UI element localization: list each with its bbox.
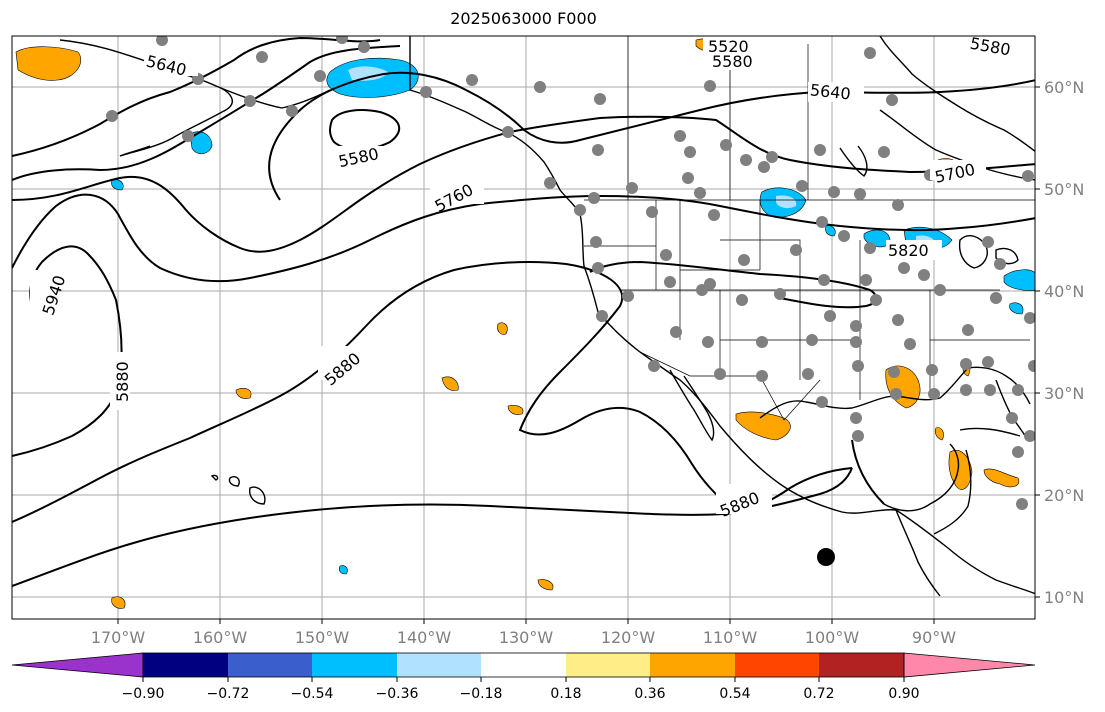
colorbar-segment <box>566 653 650 677</box>
colorbar-tick-label: 0.72 <box>803 686 834 702</box>
colorbar-tick-label: −0.90 <box>122 686 165 702</box>
colorbar-tick-label: 0.36 <box>634 686 665 702</box>
lon-label: 110°W <box>703 628 758 647</box>
contour-label: 5640 <box>809 80 851 103</box>
lon-label: 90°W <box>912 628 956 647</box>
lon-label: 100°W <box>805 628 860 647</box>
colorbar-low-extension <box>11 652 144 678</box>
lon-label: 160°W <box>193 628 248 647</box>
colorbar-segment <box>819 653 904 677</box>
colorbar-segment <box>397 653 481 677</box>
lon-label: 150°W <box>295 628 350 647</box>
map-panel: 5520 5580 5580 5640 5640 5580 5760 5700 … <box>12 34 1035 619</box>
longitude-labels: 170°W 160°W 150°W 140°W 130°W 120°W 110°… <box>91 628 956 647</box>
political-borders <box>409 36 1035 421</box>
lon-label: 170°W <box>91 628 146 647</box>
contour-label: 5580 <box>712 52 753 71</box>
colorbar-tick-label: −0.18 <box>460 686 503 702</box>
lat-label: 40°N <box>1044 282 1084 301</box>
map-frame <box>11 35 1036 620</box>
colorbar-tick-label: −0.54 <box>291 686 334 702</box>
contour-label: 5880 <box>113 361 132 402</box>
colorbar: −0.90 −0.72 −0.54 −0.36 −0.18 0.18 0.36 … <box>11 652 1036 702</box>
colorbar-segment <box>481 653 566 677</box>
lat-label: 10°N <box>1044 588 1084 607</box>
center-marker <box>817 548 835 566</box>
lon-label: 140°W <box>397 628 452 647</box>
contour-label: 5520 <box>708 37 749 56</box>
colorbar-segment <box>650 653 735 677</box>
lon-label: 130°W <box>499 628 554 647</box>
colorbar-tick-label: −0.72 <box>207 686 250 702</box>
colorbar-tick-label: 0.90 <box>888 686 919 702</box>
colorbar-segment <box>312 653 397 677</box>
contour-label: 5580 <box>969 34 1012 60</box>
colorbar-tick-label: 0.54 <box>719 686 750 702</box>
colorbar-tick-label: 0.18 <box>550 686 581 702</box>
lat-label: 30°N <box>1044 384 1084 403</box>
latitude-labels: 60°N 50°N 40°N 30°N 20°N 10°N <box>1044 78 1084 607</box>
anomaly-fill-negative-light <box>348 66 935 245</box>
contour-labels: 5520 5580 5580 5640 5640 5580 5760 5700 … <box>30 34 1030 521</box>
map-title: 2025063000 F000 <box>450 9 597 28</box>
lat-label: 20°N <box>1044 486 1084 505</box>
coastlines <box>59 36 1035 597</box>
contour-label: 5820 <box>888 241 929 260</box>
lat-label: 60°N <box>1044 78 1084 97</box>
colorbar-tick-label: −0.36 <box>376 686 419 702</box>
colorbar-segment <box>735 653 819 677</box>
colorbar-segment <box>228 653 312 677</box>
colorbar-segment <box>143 653 228 677</box>
lat-label: 50°N <box>1044 180 1084 199</box>
height-contours <box>12 36 1035 587</box>
tick-marks <box>117 86 1040 624</box>
graticule <box>12 36 1035 619</box>
station-dots <box>106 36 1035 510</box>
lon-label: 120°W <box>601 628 656 647</box>
colorbar-high-extension <box>903 652 1036 678</box>
